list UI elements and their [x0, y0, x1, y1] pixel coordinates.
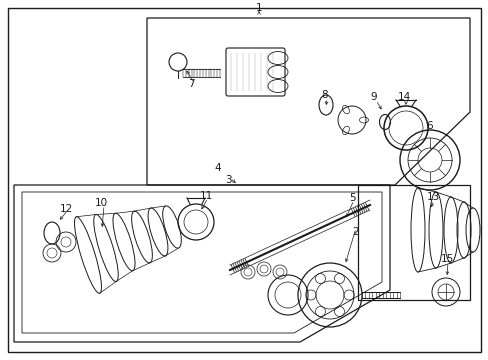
Text: 1: 1	[255, 3, 262, 13]
Text: 14: 14	[397, 92, 410, 102]
Text: 3: 3	[224, 175, 231, 185]
Text: 11: 11	[199, 191, 212, 201]
Text: 12: 12	[59, 204, 73, 214]
Text: 4: 4	[214, 163, 221, 173]
Text: 15: 15	[440, 254, 453, 264]
Text: 5: 5	[348, 193, 355, 203]
Text: 7: 7	[187, 79, 194, 89]
Text: 9: 9	[370, 92, 377, 102]
Text: 2: 2	[352, 227, 359, 237]
Text: 6: 6	[426, 121, 432, 131]
Text: 10: 10	[94, 198, 107, 208]
Text: 8: 8	[321, 90, 327, 100]
Text: 13: 13	[426, 192, 439, 202]
